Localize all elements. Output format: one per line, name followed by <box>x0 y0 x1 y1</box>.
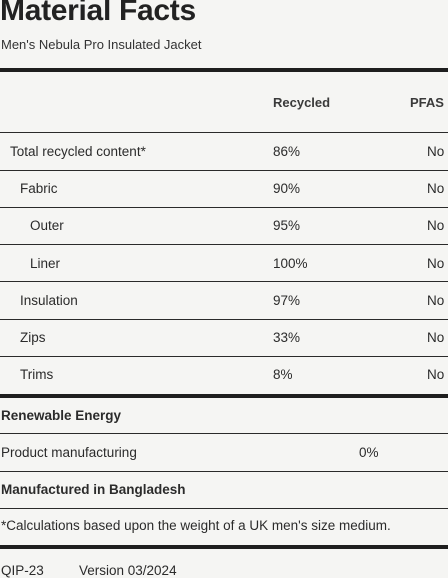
footer-divider <box>0 545 448 549</box>
row-divider <box>0 132 448 133</box>
product-code: QIP-23 <box>1 563 44 578</box>
pfas-column-header: PFAS <box>410 95 444 110</box>
row-divider <box>0 471 448 472</box>
row-value-pfas: No <box>427 293 445 308</box>
row-label-insulation: Insulation <box>20 293 78 308</box>
product-manufacturing-value: 0% <box>359 445 379 460</box>
row-value-pfas: No <box>427 181 445 196</box>
recycled-column-header: Recycled <box>273 95 331 110</box>
footnote: *Calculations based upon the weight of a… <box>1 518 391 533</box>
row-divider <box>0 281 448 282</box>
row-value-pfas: No <box>427 256 445 271</box>
row-value-recycled: 95% <box>273 218 301 233</box>
manufactured-location: Manufactured in Bangladesh <box>1 482 186 497</box>
page-title: Material Facts <box>0 0 196 27</box>
row-value-pfas: No <box>427 330 445 345</box>
product-name: Men's Nebula Pro Insulated Jacket <box>1 37 202 52</box>
row-label-fabric: Fabric <box>20 181 58 196</box>
row-value-pfas: No <box>427 144 445 159</box>
row-label-total-recycled: Total recycled content* <box>10 144 146 159</box>
row-label-outer: Outer <box>30 218 64 233</box>
row-value-recycled: 100% <box>273 256 308 271</box>
version-label: Version 03/2024 <box>79 563 177 578</box>
section-divider <box>0 394 448 398</box>
row-label-trims: Trims <box>20 367 54 382</box>
row-divider <box>0 508 448 509</box>
row-value-pfas: No <box>427 218 445 233</box>
row-label-zips: Zips <box>20 330 46 345</box>
header-divider <box>0 68 448 72</box>
row-value-recycled: 33% <box>273 330 301 345</box>
row-value-recycled: 97% <box>273 293 301 308</box>
renewable-energy-heading: Renewable Energy <box>1 408 122 423</box>
row-divider <box>0 244 448 245</box>
product-manufacturing-label: Product manufacturing <box>1 445 137 460</box>
row-divider <box>0 207 448 208</box>
row-divider <box>0 433 448 434</box>
row-divider <box>0 319 448 320</box>
row-value-recycled: 86% <box>273 144 301 159</box>
row-value-recycled: 8% <box>273 367 293 382</box>
row-divider <box>0 170 448 171</box>
row-value-recycled: 90% <box>273 181 301 196</box>
row-value-pfas: No <box>427 367 445 382</box>
row-divider <box>0 356 448 357</box>
row-label-liner: Liner <box>30 256 61 271</box>
